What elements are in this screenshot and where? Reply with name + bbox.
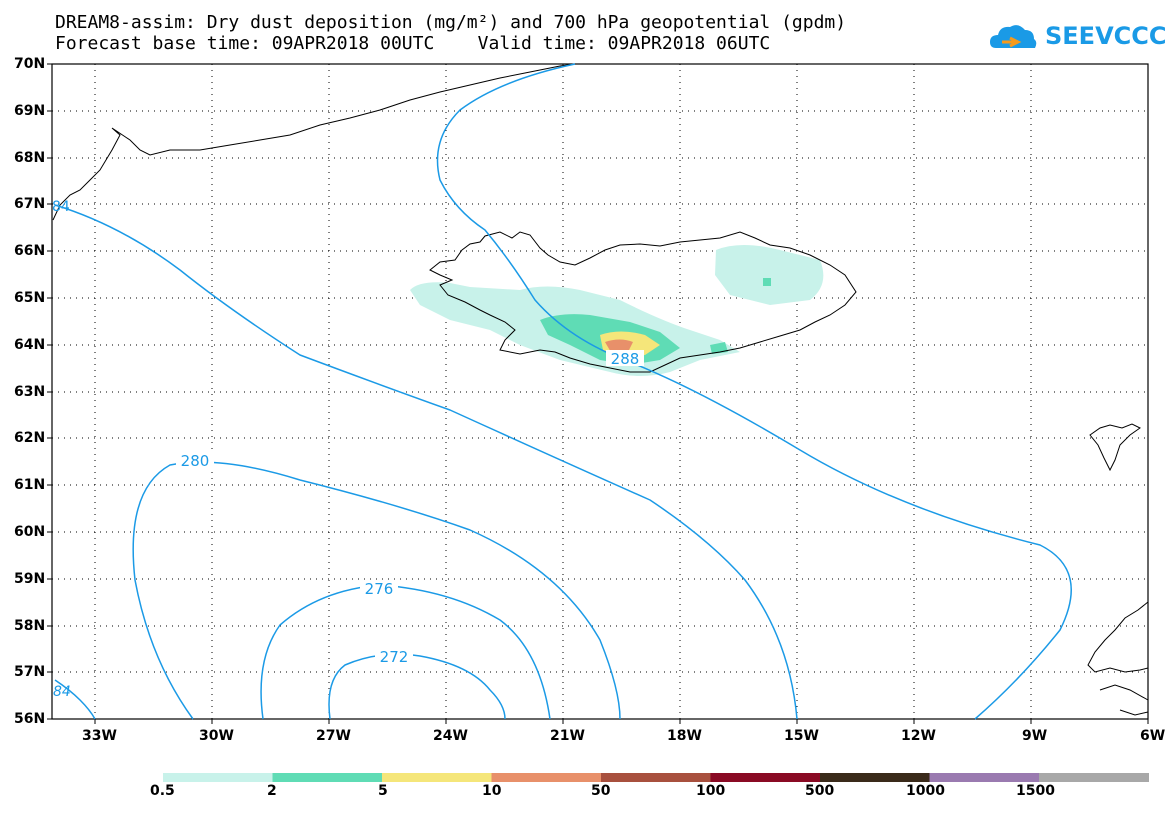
lat-label: 64N <box>14 337 46 353</box>
contour-label-284-sw: 84 <box>53 684 71 700</box>
contour-label-284-edge: 84 <box>52 199 70 215</box>
lon-label: 21W <box>550 728 585 744</box>
lat-label: 67N <box>14 196 46 212</box>
lat-label: 56N <box>14 711 46 727</box>
contour-284 <box>54 204 798 720</box>
axis-ticks <box>47 63 1149 724</box>
legend-label: 5 <box>378 783 388 799</box>
lon-label: 24W <box>433 728 468 744</box>
legend-label: 0.5 <box>150 783 175 799</box>
scotland-coast-south <box>1099 684 1149 716</box>
faroe-islands-coast <box>1089 423 1141 472</box>
legend-label: 1500 <box>1016 783 1055 799</box>
legend-label: 10 <box>482 783 502 799</box>
dust-area-lowest-north <box>715 245 824 305</box>
lat-label: 70N <box>14 56 46 72</box>
contour-label-288: 288 <box>611 350 640 368</box>
grid-lines <box>52 64 1148 719</box>
lat-label: 65N <box>14 290 46 306</box>
map-title: DREAM8-assim: Dry dust deposition (mg/m²… <box>55 12 847 33</box>
lat-label: 62N <box>14 430 46 446</box>
map-subtitle: Forecast base time: 09APR2018 00UTC Vali… <box>55 33 771 54</box>
lon-label: 15W <box>784 728 819 744</box>
logo-text: SEEVCCC <box>1045 22 1167 50</box>
contour-272 <box>328 653 506 720</box>
contour-284-sw <box>54 679 96 720</box>
contour-280 <box>132 461 621 720</box>
lat-label: 68N <box>14 150 46 166</box>
contour-label-276: 276 <box>365 580 394 598</box>
contour-label-272: 272 <box>380 648 409 666</box>
legend-label: 100 <box>696 783 726 799</box>
lat-label: 61N <box>14 477 46 493</box>
coastlines <box>52 63 1149 716</box>
lat-label: 59N <box>14 571 46 587</box>
lat-label: 58N <box>14 618 46 634</box>
contour-label-280: 280 <box>181 452 210 470</box>
lon-label: 27W <box>316 728 351 744</box>
scotland-coast <box>1087 601 1149 673</box>
lon-label: 9W <box>1022 728 1048 744</box>
lat-label: 63N <box>14 384 46 400</box>
greenland-coast <box>52 63 576 221</box>
cloud-logo-icon <box>990 25 1037 48</box>
legend-label: 2 <box>267 783 277 799</box>
lon-label: 12W <box>901 728 936 744</box>
lon-label: 33W <box>82 728 117 744</box>
lat-label: 57N <box>14 664 46 680</box>
legend-label: 500 <box>805 783 835 799</box>
lat-label: 69N <box>14 103 46 119</box>
geopotential-contours <box>54 63 1072 720</box>
lat-label: 60N <box>14 524 46 540</box>
contour-labels: 280 276 272 288 84 84 <box>52 199 644 700</box>
legend-label: 50 <box>591 783 611 799</box>
lon-label: 30W <box>199 728 234 744</box>
lon-label: 6W <box>1140 728 1166 744</box>
iceland-coast <box>429 231 857 373</box>
lat-label: 66N <box>14 243 46 259</box>
legend-label: 1000 <box>906 783 945 799</box>
dust-spot <box>763 278 771 286</box>
lon-label: 18W <box>667 728 702 744</box>
map-frame <box>51 63 1149 720</box>
